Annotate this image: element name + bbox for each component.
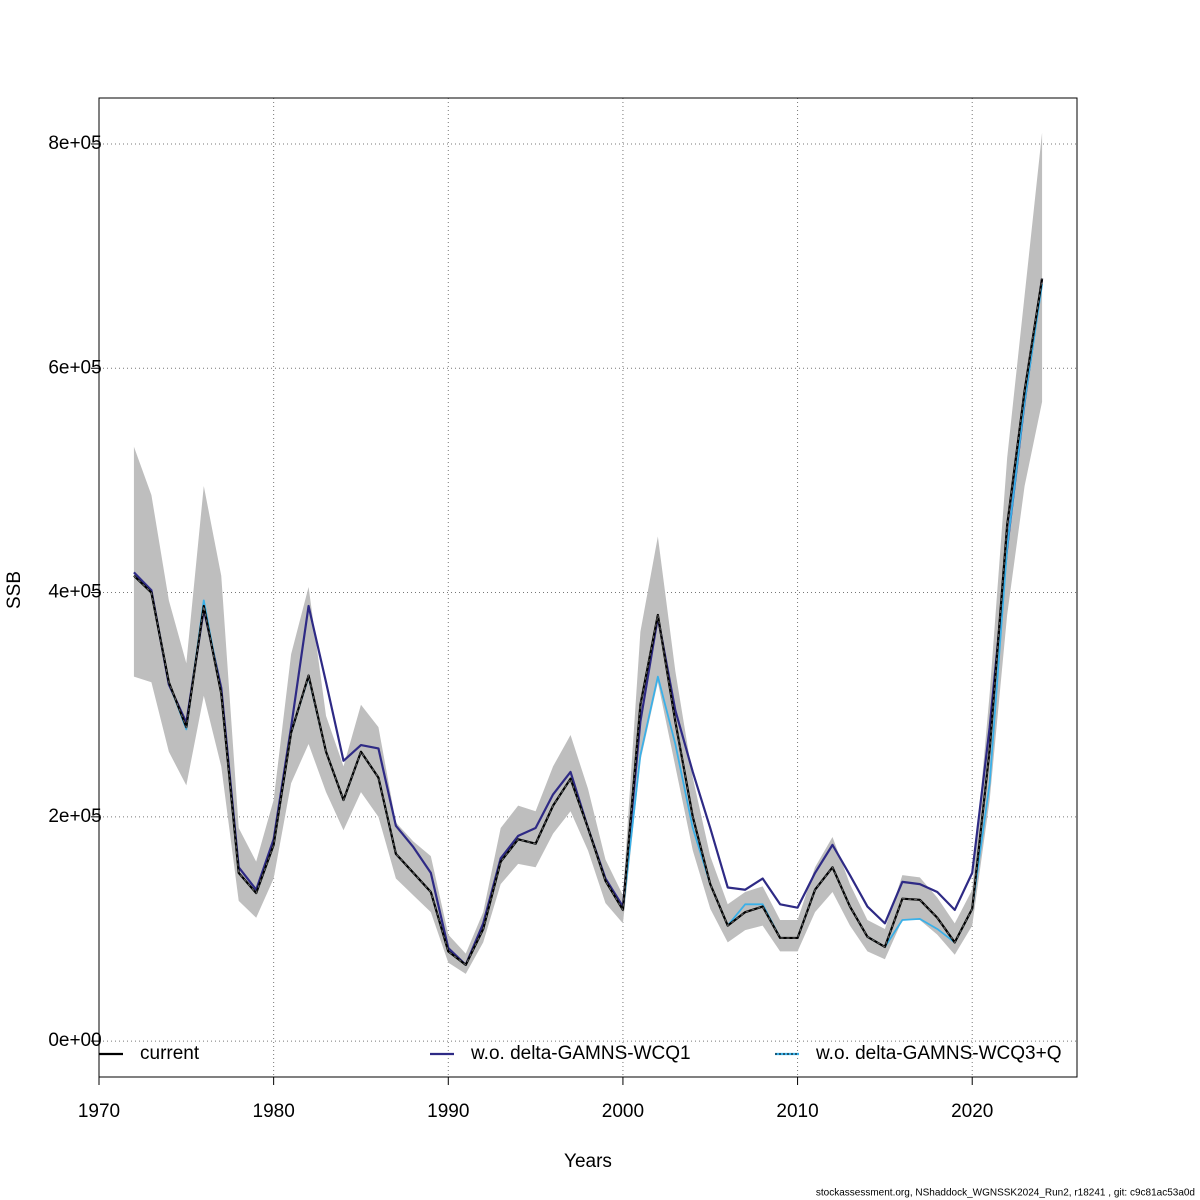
x-tick-label: 1990: [427, 1101, 469, 1122]
y-tick-label: 4e+05: [48, 582, 101, 603]
legend-label: current: [140, 1043, 200, 1064]
legend-label: w.o. delta-GAMNS-WCQ3+Q: [815, 1043, 1061, 1064]
plot-layer: current w.o. delta-GAMNS-WCQ1 w.o. delta-G…: [99, 98, 1077, 1077]
x-tick-label: 2010: [776, 1101, 818, 1122]
y-tick-label: 6e+05: [48, 357, 101, 378]
x-tick-label: 1980: [253, 1101, 295, 1122]
plot-frame: [98, 97, 1078, 1078]
y-tick-label: 0e+00: [48, 1030, 101, 1051]
confidence-band: [133, 132, 1043, 974]
footnote: stockassessment.org, NShaddock_WGNSSK202…: [816, 1188, 1195, 1199]
y-tick-label: 8e+05: [48, 133, 101, 154]
x-tick-label: 2000: [602, 1101, 644, 1122]
series-line-overlay: [133, 278, 1043, 966]
y-tick-label: 2e+05: [48, 806, 101, 827]
x-tick-label: 2020: [951, 1101, 993, 1122]
x-axis-title: Years: [564, 1151, 612, 1172]
x-tick-label: 1970: [78, 1101, 120, 1122]
y-axis-title: SSB: [4, 571, 25, 609]
legend-label: w.o. delta-GAMNS-WCQ1: [470, 1043, 691, 1064]
